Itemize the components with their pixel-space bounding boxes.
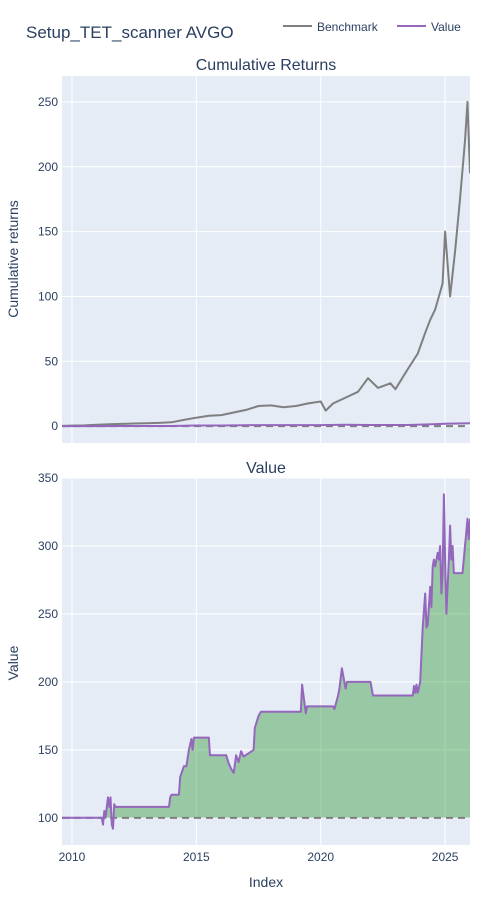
y-tick-label: 200 (38, 675, 58, 689)
series-line-value[interactable] (62, 422, 470, 428)
x-tick-label: 2020 (307, 850, 334, 864)
y-tick-label: 0 (51, 419, 58, 433)
x-axis-title: Index (249, 874, 283, 890)
y-tick-label: 250 (38, 607, 58, 621)
legend-label-value: Value (431, 20, 461, 34)
figure-title: Setup_TET_scanner AVGO (26, 23, 234, 42)
y-tick-label: 250 (38, 95, 58, 109)
top-y-axis-title: Cumulative returns (5, 200, 21, 318)
plot-marks (62, 493, 470, 830)
y-tick-label: 100 (38, 811, 58, 825)
x-tick-label: 2015 (183, 850, 210, 864)
plot-marks (62, 100, 470, 428)
series-line-value[interactable] (62, 493, 470, 830)
y-tick-label: 50 (45, 354, 59, 368)
y-tick-label: 300 (38, 539, 58, 553)
top-panel-cumulative-returns: 0 50 100 150 200 250 (38, 76, 470, 443)
bottom-panel-value: 100 150 200 250 300 350 2010 2015 2020 2025 (38, 471, 470, 864)
y-tick-label: 150 (38, 743, 58, 757)
legend[interactable]: Benchmark Value (283, 20, 461, 34)
top-panel-title: Cumulative Returns (196, 57, 337, 74)
x-tick-label: 2010 (59, 850, 86, 864)
y-tick-label: 350 (38, 471, 58, 485)
legend-item-value[interactable]: Value (397, 20, 461, 34)
y-tick-label: 150 (38, 225, 58, 239)
legend-item-benchmark[interactable]: Benchmark (283, 20, 379, 34)
plot-area-top[interactable] (62, 76, 470, 443)
legend-label-benchmark: Benchmark (317, 20, 379, 34)
x-tick-label: 2025 (432, 850, 459, 864)
y-tick-label: 100 (38, 289, 58, 303)
bottom-y-axis-title: Value (5, 645, 21, 680)
value-area-fill (62, 494, 470, 829)
plot-area-bottom[interactable] (62, 478, 470, 845)
y-tick-label: 200 (38, 160, 58, 174)
bottom-panel-title: Value (246, 460, 286, 477)
series-line-benchmark[interactable] (62, 100, 470, 427)
